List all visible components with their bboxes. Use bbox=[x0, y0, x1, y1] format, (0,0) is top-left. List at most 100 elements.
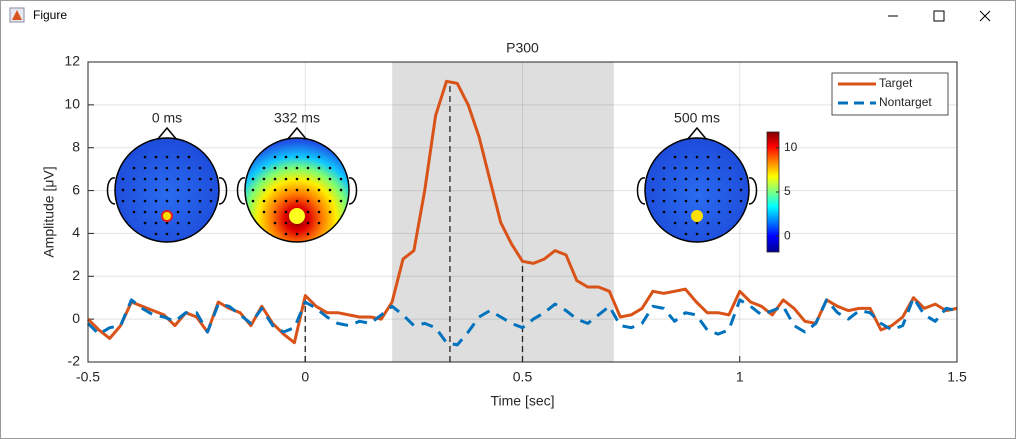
electrode bbox=[132, 166, 136, 170]
electrode bbox=[273, 210, 277, 214]
electrode bbox=[165, 155, 169, 159]
electrode bbox=[262, 166, 266, 170]
topomap-peak bbox=[289, 208, 305, 224]
electrode bbox=[317, 177, 321, 181]
electrode bbox=[673, 210, 677, 214]
electrode bbox=[165, 232, 169, 236]
electrode bbox=[273, 199, 277, 203]
electrode bbox=[717, 177, 721, 181]
electrode bbox=[328, 188, 332, 192]
electrode bbox=[695, 155, 699, 159]
topomap: 0 ms bbox=[106, 110, 228, 243]
electrode bbox=[695, 177, 699, 181]
electrode bbox=[187, 166, 191, 170]
electrode bbox=[154, 199, 158, 203]
electrode bbox=[295, 166, 299, 170]
electrode bbox=[706, 177, 710, 181]
topomap-label: 500 ms bbox=[674, 110, 720, 126]
electrode bbox=[306, 166, 310, 170]
electrode bbox=[662, 188, 666, 192]
electrode bbox=[176, 232, 180, 236]
axes-box bbox=[87, 61, 958, 363]
electrode bbox=[187, 199, 191, 203]
topomap-nose bbox=[156, 126, 178, 141]
y-tick-label: 8 bbox=[72, 138, 80, 154]
electrode bbox=[295, 155, 299, 159]
electrode bbox=[706, 210, 710, 214]
electrode bbox=[273, 166, 277, 170]
electrode bbox=[154, 232, 158, 236]
electrode bbox=[295, 177, 299, 181]
electrode bbox=[176, 188, 180, 192]
electrode bbox=[651, 199, 655, 203]
electrode bbox=[154, 155, 158, 159]
electrode bbox=[176, 210, 180, 214]
electrode bbox=[165, 166, 169, 170]
electrode bbox=[717, 199, 721, 203]
electrode bbox=[295, 188, 299, 192]
electrode bbox=[317, 221, 321, 225]
electrode bbox=[662, 166, 666, 170]
topomap: 500 ms bbox=[636, 110, 758, 243]
electrode bbox=[673, 199, 677, 203]
electrode bbox=[684, 177, 688, 181]
electrode bbox=[684, 199, 688, 203]
electrode bbox=[262, 199, 266, 203]
electrode bbox=[684, 221, 688, 225]
maximize-button[interactable] bbox=[933, 10, 945, 22]
electrode bbox=[728, 188, 732, 192]
electrode bbox=[717, 188, 721, 192]
electrode bbox=[684, 155, 688, 159]
electrode bbox=[717, 166, 721, 170]
electrode bbox=[273, 155, 277, 159]
electrode bbox=[706, 199, 710, 203]
electrode bbox=[317, 188, 321, 192]
electrode bbox=[684, 210, 688, 214]
electrode bbox=[306, 221, 310, 225]
electrode bbox=[662, 199, 666, 203]
electrode bbox=[706, 155, 710, 159]
electrode bbox=[717, 155, 721, 159]
electrode bbox=[273, 221, 277, 225]
electrode bbox=[328, 166, 332, 170]
electrode bbox=[706, 166, 710, 170]
electrode bbox=[262, 210, 266, 214]
electrode bbox=[132, 177, 136, 181]
close-button[interactable] bbox=[979, 10, 991, 22]
electrode bbox=[132, 210, 136, 214]
electrode bbox=[673, 166, 677, 170]
electrode bbox=[739, 177, 743, 181]
electrode bbox=[684, 188, 688, 192]
electrode bbox=[695, 188, 699, 192]
topomap-ear bbox=[218, 177, 228, 205]
electrode bbox=[728, 199, 732, 203]
electrode bbox=[143, 210, 147, 214]
title-bar: Figure bbox=[9, 7, 991, 23]
topomap-label: 332 ms bbox=[274, 110, 320, 126]
electrode bbox=[251, 177, 255, 181]
electrode bbox=[143, 166, 147, 170]
electrode bbox=[739, 199, 743, 203]
electrode bbox=[176, 155, 180, 159]
electrode bbox=[284, 221, 288, 225]
electrode bbox=[209, 177, 213, 181]
electrode bbox=[198, 166, 202, 170]
y-tick-label: 6 bbox=[72, 181, 80, 197]
electrode bbox=[176, 177, 180, 181]
electrode bbox=[651, 177, 655, 181]
electrode bbox=[328, 210, 332, 214]
electrode bbox=[165, 188, 169, 192]
plot-area: -0.5 0 0.5 1 1.5 -2 0 2 4 6 8 10 12 P300 Time [sec] Amp… bbox=[41, 40, 967, 409]
electrode bbox=[198, 210, 202, 214]
topomap-peak bbox=[161, 210, 173, 222]
x-axis-label: Time [sec] bbox=[490, 393, 554, 409]
electrode bbox=[165, 177, 169, 181]
topomap-peak bbox=[691, 210, 703, 222]
electrode bbox=[673, 155, 677, 159]
electrode bbox=[662, 210, 666, 214]
electrode bbox=[284, 188, 288, 192]
highlight-band bbox=[392, 62, 614, 362]
y-tick-label: 2 bbox=[72, 267, 80, 283]
electrode bbox=[284, 155, 288, 159]
